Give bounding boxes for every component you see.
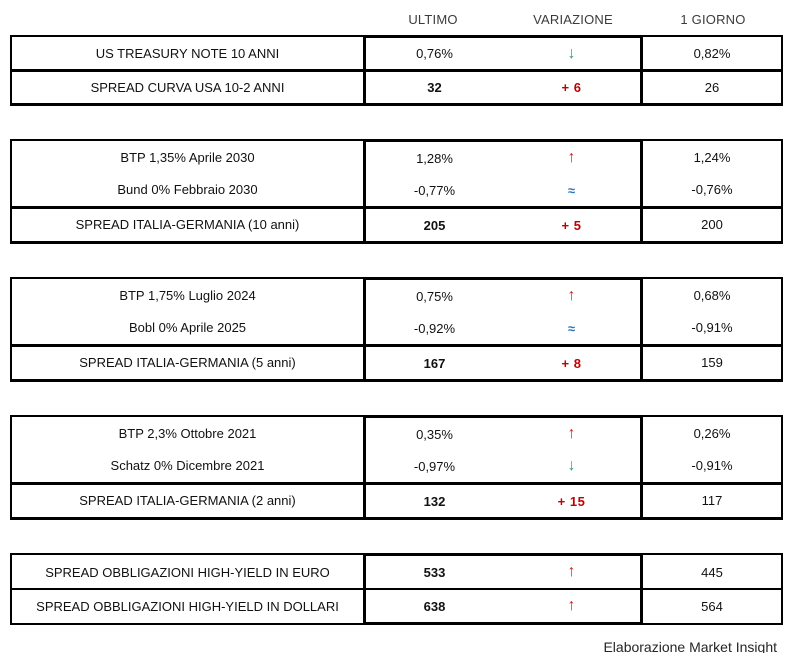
- row-label-spread: SPREAD ITALIA-GERMANIA (10 anni): [12, 205, 363, 241]
- table-row-spread: 205 + 5: [366, 206, 640, 241]
- ultimo-value: 205: [423, 217, 446, 233]
- values-column: 0,75% ↑ -0,92% ≈ 167 + 8: [363, 277, 643, 382]
- ultimo-value: 533: [423, 564, 446, 580]
- table-row: 1,28% ↑: [366, 142, 640, 174]
- row-label-spread: SPREAD OBBLIGAZIONI HIGH-YIELD IN DOLLAR…: [12, 588, 363, 622]
- up-arrow-icon: ↑: [567, 597, 576, 614]
- table-row: -0,97% ↓: [366, 450, 640, 482]
- label-column: BTP 1,35% Aprile 2030 Bund 0% Febbraio 2…: [10, 139, 363, 244]
- variation-delta: + 5: [561, 217, 582, 233]
- table-italy-germany-5y: BTP 1,75% Luglio 2024 Bobl 0% Aprile 202…: [10, 277, 783, 382]
- giorno-column: 0,82% 26: [643, 35, 783, 106]
- ultimo-value: 1,28%: [416, 150, 453, 166]
- values-column: 1,28% ↑ -0,77% ≈ 205 + 5: [363, 139, 643, 244]
- ultimo-value: 167: [423, 355, 446, 371]
- up-arrow-icon: ↑: [567, 563, 576, 580]
- label-column: SPREAD OBBLIGAZIONI HIGH-YIELD IN EURO S…: [10, 553, 363, 625]
- table-italy-germany-2y: BTP 2,3% Ottobre 2021 Schatz 0% Dicembre…: [10, 415, 783, 520]
- ultimo-value: -0,92%: [413, 320, 456, 336]
- column-header-1-giorno: 1 GIORNO: [680, 11, 746, 27]
- table-row-spread: 533 ↑: [366, 556, 640, 588]
- up-arrow-icon: ↑: [567, 287, 576, 304]
- down-arrow-icon: ↓: [567, 44, 576, 62]
- table-row-spread: 638 ↑: [366, 588, 640, 622]
- column-header-ultimo: ULTIMO: [408, 11, 458, 27]
- ultimo-value: -0,77%: [413, 182, 456, 198]
- table-row: 0,76% ↓: [366, 38, 640, 69]
- row-label: US TREASURY NOTE 10 ANNI: [95, 45, 280, 61]
- giorno-value: 0,26%: [693, 426, 731, 441]
- row-label-spread: SPREAD OBBLIGAZIONI HIGH-YIELD IN EURO: [45, 564, 330, 580]
- row-label-spread: SPREAD CURVA USA 10-2 ANNI: [12, 68, 363, 103]
- attribution: Elaborazione Market Insight: [603, 639, 777, 653]
- giorno-value: -0,76%: [691, 182, 733, 197]
- giorno-value: 1,24%: [693, 150, 731, 165]
- variation-delta: + 15: [557, 493, 586, 509]
- ultimo-value: 0,76%: [416, 46, 453, 61]
- values-column: 0,35% ↑ -0,97% ↓ 132 + 15: [363, 415, 643, 520]
- row-label: Schatz 0% Dicembre 2021: [110, 458, 265, 473]
- row-label: BTP 2,3% Ottobre 2021: [118, 426, 257, 441]
- approx-icon: ≈: [567, 320, 576, 336]
- values-column: 533 ↑ 638 ↑: [363, 553, 643, 625]
- label-column: BTP 2,3% Ottobre 2021 Schatz 0% Dicembre…: [10, 415, 363, 520]
- giorno-value: 200: [643, 205, 781, 241]
- giorno-value: 0,68%: [693, 288, 731, 303]
- row-label: BTP 1,75% Luglio 2024: [119, 288, 256, 303]
- giorno-column: 445 564: [643, 553, 783, 625]
- giorno-value: 117: [643, 481, 781, 517]
- giorno-value: 445: [701, 564, 723, 580]
- row-label: Bobl 0% Aprile 2025: [128, 320, 247, 335]
- ultimo-value: 132: [423, 493, 446, 509]
- row-label: Bund 0% Febbraio 2030: [117, 182, 258, 197]
- giorno-column: 0,26% -0,91% 117: [643, 415, 783, 520]
- table-row: -0,92% ≈: [366, 312, 640, 344]
- table-row-spread: 167 + 8: [366, 344, 640, 379]
- up-arrow-icon: ↑: [567, 425, 576, 442]
- row-label-spread: SPREAD ITALIA-GERMANIA (2 anni): [12, 481, 363, 517]
- values-column: 0,76% ↓ 32 + 6: [363, 35, 643, 106]
- up-arrow-icon: ↑: [567, 149, 576, 166]
- giorno-column: 1,24% -0,76% 200: [643, 139, 783, 244]
- approx-icon: ≈: [567, 182, 576, 198]
- ultimo-value: -0,97%: [413, 458, 456, 474]
- label-column: BTP 1,75% Luglio 2024 Bobl 0% Aprile 202…: [10, 277, 363, 382]
- ultimo-value: 0,35%: [416, 426, 453, 442]
- giorno-column: 0,68% -0,91% 159: [643, 277, 783, 382]
- table-high-yield: SPREAD OBBLIGAZIONI HIGH-YIELD IN EURO S…: [10, 553, 783, 625]
- column-headers: ULTIMO VARIAZIONE 1 GIORNO: [10, 8, 797, 30]
- ultimo-value: 638: [423, 598, 446, 614]
- variation-delta: + 8: [561, 355, 582, 371]
- giorno-value: -0,91%: [691, 458, 733, 473]
- giorno-value: 26: [643, 68, 781, 103]
- table-row: -0,77% ≈: [366, 174, 640, 206]
- table-row: 0,75% ↑: [366, 280, 640, 312]
- row-label-spread: SPREAD ITALIA-GERMANIA (5 anni): [12, 343, 363, 379]
- column-header-variazione: VARIAZIONE: [533, 11, 613, 27]
- down-arrow-icon: ↓: [567, 457, 576, 474]
- giorno-value: -0,91%: [691, 320, 733, 335]
- table-row-spread: 32 + 6: [366, 69, 640, 103]
- table-row: 0,35% ↑: [366, 418, 640, 450]
- variation-delta: + 6: [561, 80, 582, 95]
- row-label: BTP 1,35% Aprile 2030: [120, 150, 255, 165]
- ultimo-value: 32: [427, 80, 442, 95]
- giorno-value: 564: [643, 588, 781, 622]
- ultimo-value: 0,75%: [416, 288, 453, 304]
- table-italy-germany-10y: BTP 1,35% Aprile 2030 Bund 0% Febbraio 2…: [10, 139, 783, 244]
- giorno-value: 159: [643, 343, 781, 379]
- giorno-value: 0,82%: [693, 45, 731, 61]
- table-us-treasury: US TREASURY NOTE 10 ANNI SPREAD CURVA US…: [10, 35, 783, 106]
- label-column: US TREASURY NOTE 10 ANNI SPREAD CURVA US…: [10, 35, 363, 106]
- table-row-spread: 132 + 15: [366, 482, 640, 517]
